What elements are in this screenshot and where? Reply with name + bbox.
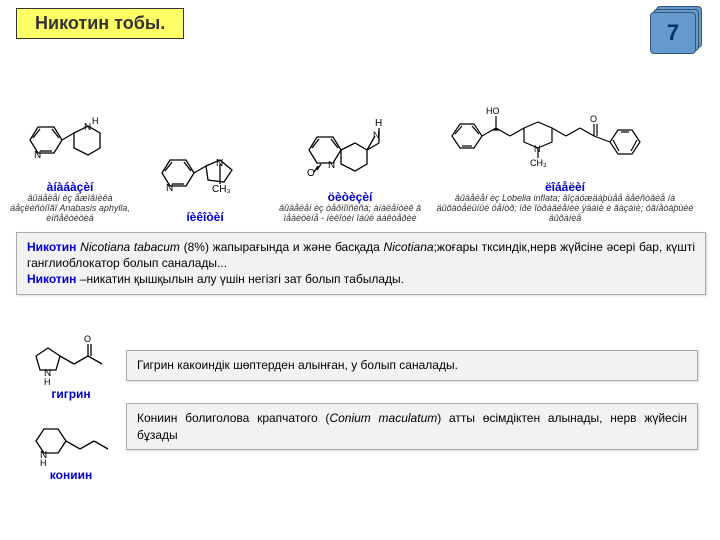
row-coniine: N H кониин Кониин болиголова крапчатого … (16, 411, 704, 482)
species: Nicotiana (384, 240, 434, 254)
molecule-coniine: N H кониин (16, 411, 126, 482)
svg-text:N: N (166, 183, 173, 194)
molecule-name: кониин (50, 468, 92, 482)
svg-text:N: N (328, 160, 335, 171)
svg-text:CH₃: CH₃ (212, 184, 231, 195)
species: Conium maculatum (329, 411, 437, 425)
text: –никатин қышқылын алу үшін негізгі зат б… (76, 272, 404, 286)
molecule-cytisine: N O H N öèòèçèí âûäåëåí èç òåðìîïñèñà; à… (270, 54, 430, 224)
svg-text:H: H (40, 458, 47, 466)
molecule-name: ëîáåëèí (545, 180, 585, 194)
text: Гигрин какоиндік шөптерден алынған, у бо… (137, 358, 458, 372)
svg-text:O: O (307, 168, 315, 179)
page-title: Никотин тобы. (16, 8, 184, 39)
molecule-desc: âûäåëåí èç òåðìîïñèñà; àíàëåïòèê â ìåäèö… (270, 204, 430, 224)
page-number: 7 (667, 20, 679, 46)
structure-cytisine-icon: N O H N (295, 108, 405, 188)
structure-nicotine-icon: N N CH₃ (150, 138, 260, 208)
row-hygrine: N H O гигрин Гигрин какоиндік шөптерден … (16, 330, 704, 401)
molecule-hygrine: N H O гигрин (16, 330, 126, 401)
svg-text:N: N (534, 144, 541, 154)
species: Nicotiana tabacum (80, 240, 180, 254)
svg-text:CH₃: CH₃ (530, 158, 547, 168)
molecule-name: íèêîòèí (186, 210, 223, 224)
svg-text:N: N (84, 122, 91, 133)
svg-text:N: N (34, 150, 41, 161)
svg-text:N: N (373, 130, 380, 140)
molecule-desc: âûäåëåí èç Lobelia inflata; âîçáóæäàþùåå… (430, 194, 700, 224)
structure-lobeline-icon: HO N CH₃ O (440, 98, 690, 178)
text: Кониин болиголова крапчатого ( (137, 411, 329, 425)
bottom-section: N H O гигрин Гигрин какоиндік шөптерден … (16, 330, 704, 492)
molecule-desc: âûäåëåí èç åæîâíèêà áåçëèñòíîãî Anabasis… (0, 194, 140, 224)
svg-text:HO: HO (486, 106, 500, 116)
keyword: Никотин (27, 272, 76, 286)
svg-text:O: O (84, 334, 91, 344)
molecule-lobeline: HO N CH₃ O ëîáåëèí âûäåëåí èç Lobelia in… (430, 54, 700, 224)
molecule-nicotine: N N CH₃ íèêîòèí (140, 54, 270, 224)
svg-text:O: O (590, 114, 597, 124)
molecule-name: гигрин (51, 387, 90, 401)
text-block-coniine: Кониин болиголова крапчатого (Conium mac… (126, 403, 698, 449)
molecule-anabasine: N N H àíàáàçèí âûäåëåí èç åæîâíèêà áåçëè… (0, 54, 140, 224)
svg-text:H: H (375, 118, 382, 129)
molecule-name: öèòèçèí (328, 190, 373, 204)
keyword: Никотин (27, 240, 76, 254)
structure-coniine-icon: N H (26, 411, 116, 466)
structure-hygrine-icon: N H O (26, 330, 116, 385)
structure-anabasine-icon: N N H (20, 108, 120, 178)
svg-text:H: H (44, 377, 51, 385)
svg-text:H: H (92, 116, 99, 126)
molecule-row: N N H àíàáàçèí âûäåëåí èç åæîâíèêà áåçëè… (0, 54, 720, 224)
text: (8%) жапырағында и және басқада (180, 240, 384, 254)
page-number-badge: 7 (650, 6, 700, 56)
molecule-name: àíàáàçèí (47, 180, 94, 194)
text-block-nicotine: Никотин Nicotiana tabacum (8%) жапырағын… (16, 232, 706, 295)
text-block-hygrine: Гигрин какоиндік шөптерден алынған, у бо… (126, 350, 698, 380)
